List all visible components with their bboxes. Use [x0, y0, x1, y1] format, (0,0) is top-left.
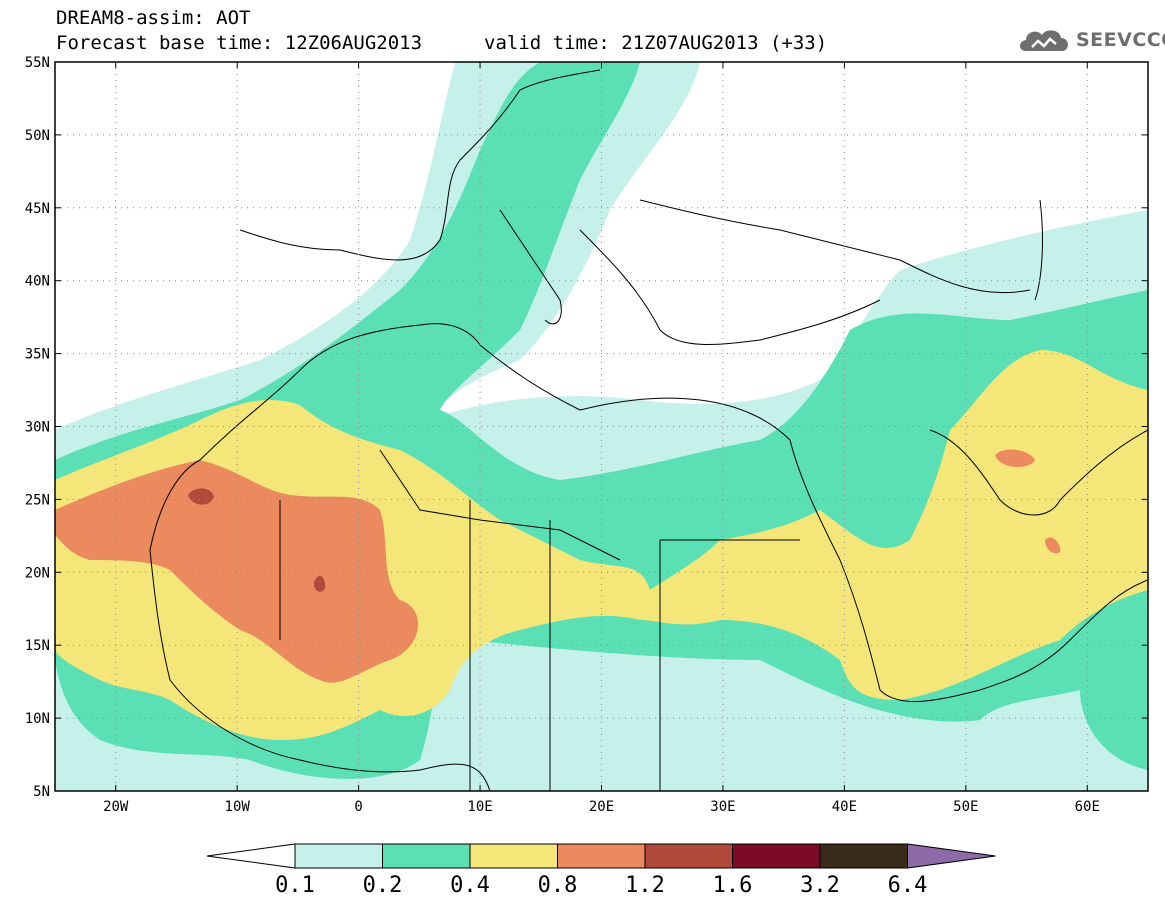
aot-band-0.8-c [1045, 537, 1061, 554]
y-tick-label: 5N [33, 784, 50, 800]
x-tick-label: 60E [1075, 799, 1100, 815]
y-tick-label: 40N [25, 274, 50, 290]
x-tick-label: 40E [832, 799, 857, 815]
x-tick-label: 0 [354, 799, 362, 815]
aot-band-1.2-b [313, 576, 326, 592]
x-tick-label: 20E [589, 799, 614, 815]
colorbar-label: 0.1 [275, 873, 315, 898]
forecast-base-time: Forecast base time: 12Z06AUG2013 [56, 32, 423, 54]
x-tick-label: 10W [225, 799, 251, 815]
colorbar-label: 0.2 [363, 873, 403, 898]
colorbar-lower-arrow [206, 843, 296, 869]
colorbar-swatch [557, 843, 646, 869]
colorbar-label: 1.2 [625, 873, 665, 898]
title-line-1: DREAM8-assim: AOT [56, 7, 251, 29]
colorbar-swatch [294, 843, 383, 869]
colorbar-label: 0.8 [538, 873, 578, 898]
graticule [55, 62, 1148, 791]
colorbar-swatch [644, 843, 733, 869]
colorbar-upper-arrow [907, 843, 996, 869]
y-tick-label: 45N [25, 201, 50, 217]
logo-text: SEEVCCC [1076, 29, 1165, 51]
y-tick-label: 50N [25, 128, 50, 144]
aot-band-1.2 [188, 488, 214, 505]
colorbar-label: 3.2 [800, 873, 840, 898]
aot-band-0.8-b [995, 449, 1035, 467]
seevccc-logo: SEEVCCC [1016, 24, 1165, 56]
colorbar-label: 0.4 [450, 873, 490, 898]
y-tick-label: 10N [25, 711, 50, 727]
colorbar-swatch [819, 843, 908, 869]
y-tick-label: 55N [25, 55, 50, 71]
y-tick-label: 15N [25, 638, 50, 654]
cloud-logo-icon [1020, 30, 1068, 51]
coastlines [149, 69, 1148, 791]
x-tick-label: 50E [953, 799, 978, 815]
colorbar-swatch [469, 843, 558, 869]
x-tick-label: 30E [710, 799, 735, 815]
y-tick-label: 35N [25, 347, 50, 363]
valid-time: valid time: 21Z07AUG2013 (+33) [484, 32, 828, 54]
y-tick-label: 30N [25, 420, 50, 436]
colorbar-swatch [382, 843, 471, 869]
y-tick-label: 25N [25, 492, 50, 508]
colorbar-swatch [732, 843, 821, 869]
colorbar-label: 1.6 [713, 873, 753, 898]
y-tick-label: 20N [25, 565, 50, 581]
axis-ticks: 20W 10W 0 10E 20E 30E 40E 50E 60E 55N 50N 45N 40N 35N… [25, 55, 1148, 815]
x-tick-label: 10E [467, 799, 492, 815]
colorbar-label: 6.4 [888, 873, 928, 898]
x-tick-label: 20W [103, 799, 129, 815]
aot-band-0.8 [55, 460, 419, 683]
